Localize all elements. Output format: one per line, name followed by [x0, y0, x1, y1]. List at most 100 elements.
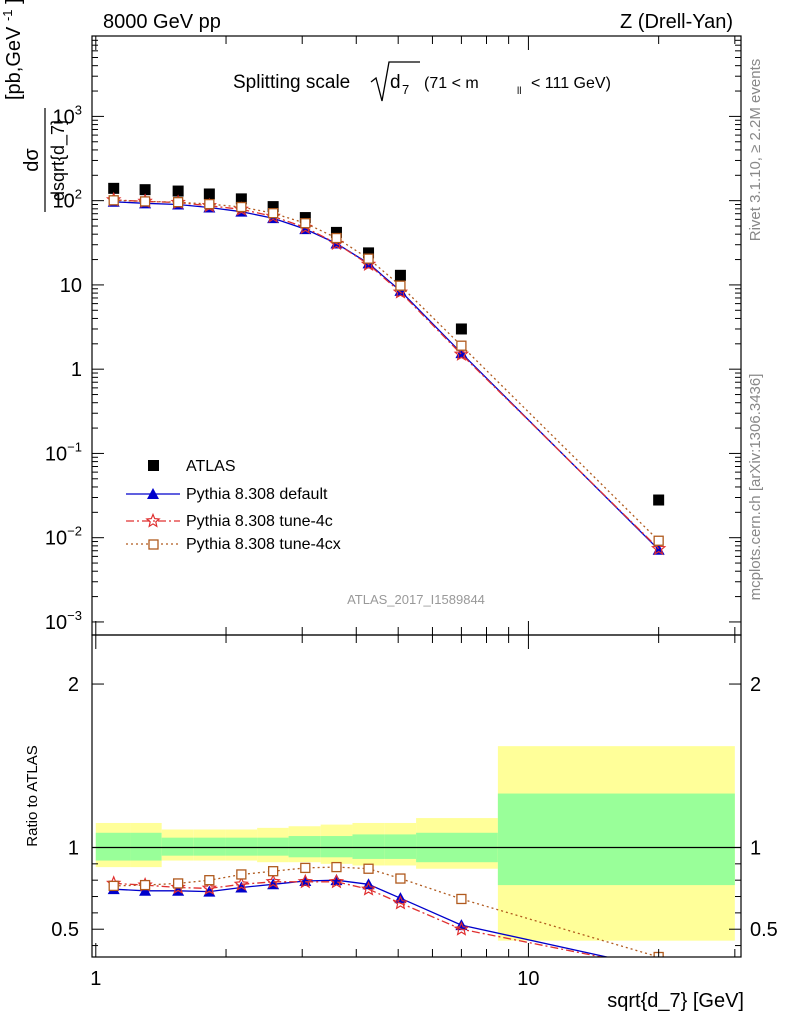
- y-label-numerator: dσ: [21, 148, 43, 172]
- ratio-data-point: [456, 893, 467, 905]
- main-data-point: [235, 193, 247, 205]
- ratio-data-point: [108, 880, 119, 892]
- main-y-tick-label: 10−3: [45, 608, 82, 634]
- main-data-point: [395, 280, 406, 291]
- ratio-data-point: [363, 863, 374, 874]
- main-data-point: [653, 494, 665, 506]
- ratio-data-point: [139, 879, 151, 891]
- main-data-point: [456, 340, 467, 351]
- main-data-point: [453, 346, 470, 361]
- ratio-data-point: [300, 862, 311, 874]
- ratio-panel: 0.5 0.5 1 1 2 2 1 10 Ratio to ATLAS sqrt{d_7} …: [24, 634, 778, 1012]
- svg-text:(71 < m: (71 < m: [424, 75, 479, 92]
- ratio-data-point: [297, 873, 313, 889]
- plot-title: Splitting scale d 7 (71 < m ll < 111 GeV…: [233, 61, 611, 102]
- main-data-point: [108, 182, 120, 194]
- main-y-axis-label: dσ dsqrt{d_7} [pb,GeV -1 ]: [0, 0, 69, 212]
- main-data-point: [172, 185, 184, 197]
- ratio-data-point: [139, 884, 152, 896]
- ratio-panel-frame: [91, 634, 742, 958]
- ratio-data-point: [453, 921, 470, 936]
- main-series-3: [108, 195, 664, 546]
- main-data-point: [236, 201, 247, 213]
- title-range-suffix: < 111 GeV): [531, 75, 611, 92]
- main-data-point: [331, 232, 342, 244]
- ratio-x-axis: 1 10: [90, 635, 736, 990]
- main-data-point: [172, 197, 184, 208]
- main-data-point: [300, 218, 311, 229]
- ratio-y-tick-label-right: 1: [750, 837, 761, 859]
- ratio-series-line: [113, 879, 610, 957]
- svg-text:[pb,GeV -1 ]: [pb,GeV -1 ]: [0, 0, 25, 100]
- sqrt-symbol: [370, 61, 420, 102]
- ratio-y-tick-label: 2: [68, 674, 79, 696]
- ratio-data-point: [360, 881, 377, 896]
- svg-text:Splitting scale: Splitting scale: [233, 72, 350, 93]
- title-symbol: d: [390, 72, 401, 93]
- main-y-tick-label: 10: [60, 275, 82, 297]
- main-series-layer: [105, 182, 667, 556]
- ratio-y-axis: 0.5 0.5 1 1 2 2: [51, 674, 778, 947]
- main-series-line: [113, 201, 660, 551]
- svg-text:d: d: [390, 72, 401, 93]
- ratio-green-band-bin: [384, 834, 417, 859]
- ratio-data-point: [395, 873, 406, 884]
- analysis-label: ATLAS_2017_I1589844: [347, 592, 485, 607]
- main-data-point: [139, 196, 151, 207]
- x-axis-label: sqrt{d_7} [GeV]: [607, 990, 744, 1012]
- ratio-series-line: [113, 881, 605, 957]
- ratio-y-axis-label: Ratio to ATLAS: [24, 745, 41, 846]
- main-panel: Splitting scale d 7 (71 < m ll < 111 GeV…: [0, 0, 742, 636]
- main-y-tick-label: 103: [53, 102, 82, 128]
- ratio-data-point: [236, 869, 247, 880]
- ratio-green-band-bin: [288, 836, 321, 858]
- ratio-data-point: [233, 876, 249, 891]
- legend-label-atlas: ATLAS: [186, 458, 236, 475]
- legend-marker-tune-4c: [145, 512, 161, 528]
- main-data-point: [267, 208, 279, 219]
- mcplots-label: mcplots.cern.ch [arXiv:1306.3436]: [747, 374, 764, 601]
- ratio-data-point: [328, 873, 345, 889]
- y-label-unit: [pb,GeV: [3, 26, 25, 100]
- ratio-green-band-bin: [320, 836, 353, 858]
- main-data-point: [267, 201, 279, 213]
- legend-marker-atlas: [148, 460, 159, 471]
- ratio-green-band-bin: [257, 837, 289, 856]
- main-data-point: [108, 195, 119, 206]
- y-label-denominator: dsqrt{d_7}: [48, 119, 69, 201]
- ratio-y-tick-label: 0.5: [51, 919, 79, 941]
- main-data-point: [363, 247, 375, 259]
- svg-text:7: 7: [402, 82, 409, 97]
- ratio-y-tick-label-right: 0.5: [750, 919, 778, 941]
- main-series-line: [113, 199, 660, 550]
- title-symbol-subscript: 7: [402, 82, 409, 97]
- svg-text:ll: ll: [517, 86, 521, 97]
- ratio-green-band-bin: [225, 837, 258, 856]
- title-range-subscript: ll: [517, 86, 521, 97]
- main-series-0: [108, 182, 665, 506]
- legend-label-default: Pythia 8.308 default: [186, 486, 328, 503]
- legend-marker-default: [147, 488, 159, 499]
- ratio-uncertainty-bands: [95, 746, 735, 941]
- ratio-data-point: [392, 895, 409, 910]
- y-label-unit-sup: -1: [0, 9, 15, 21]
- main-y-axis: 10−3 10−2 10−1 1 10 102 103: [45, 35, 741, 634]
- main-data-point: [394, 269, 406, 281]
- legend: ATLAS Pythia 8.308 default Pythia 8.308 …: [126, 458, 341, 553]
- main-data-point: [651, 540, 667, 556]
- main-data-point: [139, 184, 151, 196]
- main-y-tick-label: 10−2: [45, 524, 82, 550]
- ratio-green-band-bin: [130, 832, 162, 861]
- ratio-series-layer: [106, 861, 664, 957]
- legend-entry-atlas: ATLAS: [148, 458, 236, 475]
- ratio-y-tick-label-right: 2: [750, 674, 761, 696]
- x-tick-label: 10: [517, 968, 539, 990]
- process-label: Z (Drell-Yan): [620, 11, 733, 33]
- main-data-point: [455, 323, 467, 335]
- ratio-data-point: [172, 878, 184, 889]
- main-y-tick-label: 1: [71, 359, 82, 381]
- legend-entry-tune-4c: Pythia 8.308 tune-4c: [126, 512, 333, 530]
- ratio-green-band-bin: [95, 832, 131, 861]
- main-data-point: [299, 212, 311, 224]
